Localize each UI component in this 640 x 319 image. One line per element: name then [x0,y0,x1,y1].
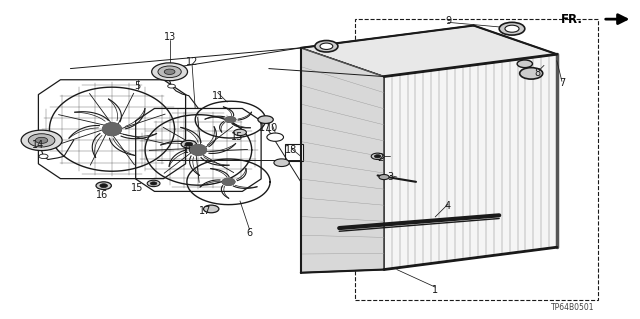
Polygon shape [222,178,235,185]
Polygon shape [225,117,236,122]
Polygon shape [191,145,206,155]
Circle shape [234,129,246,136]
Text: 3: 3 [387,172,394,182]
Circle shape [39,154,48,159]
Text: 14: 14 [32,140,45,150]
Circle shape [168,84,175,88]
Text: FR.: FR. [561,13,582,26]
Polygon shape [301,48,384,273]
Text: 8: 8 [534,68,541,78]
Text: 17: 17 [259,122,272,133]
Circle shape [258,116,273,123]
Circle shape [164,69,175,74]
Text: 9: 9 [445,16,451,26]
Circle shape [185,142,193,146]
Text: 15: 15 [230,132,243,142]
Text: 17: 17 [198,205,211,216]
Text: 16: 16 [182,145,195,155]
Circle shape [371,153,384,160]
Circle shape [374,155,381,158]
Text: 6: 6 [246,228,253,238]
Circle shape [267,133,284,141]
Circle shape [315,41,338,52]
Polygon shape [102,123,122,136]
Polygon shape [384,54,557,270]
Text: 5: 5 [134,81,141,91]
Circle shape [505,25,519,32]
Circle shape [28,134,55,147]
Polygon shape [301,26,557,77]
Text: 2: 2 [378,153,384,163]
Text: 10: 10 [266,122,278,133]
Circle shape [520,68,543,79]
Text: 7: 7 [559,78,565,88]
Circle shape [21,130,62,151]
Text: 18: 18 [285,145,298,155]
Text: 15: 15 [131,183,144,193]
Text: 4: 4 [445,201,451,211]
Circle shape [150,182,157,185]
Bar [285,144,303,161]
Circle shape [204,205,219,213]
Circle shape [96,182,111,189]
Text: 12: 12 [186,57,198,67]
Text: 1: 1 [432,285,438,295]
Circle shape [181,140,196,148]
Text: TP64B0501: TP64B0501 [551,303,595,312]
Text: 11: 11 [211,91,224,101]
Circle shape [499,22,525,35]
Text: 16: 16 [96,189,109,200]
Bar [355,19,598,300]
Circle shape [100,184,108,188]
Circle shape [147,180,160,187]
Circle shape [35,137,48,144]
Circle shape [379,174,389,180]
Circle shape [158,66,181,78]
Circle shape [274,159,289,167]
Circle shape [517,60,532,68]
Circle shape [152,63,188,81]
Circle shape [320,43,333,49]
Text: 13: 13 [163,32,176,42]
